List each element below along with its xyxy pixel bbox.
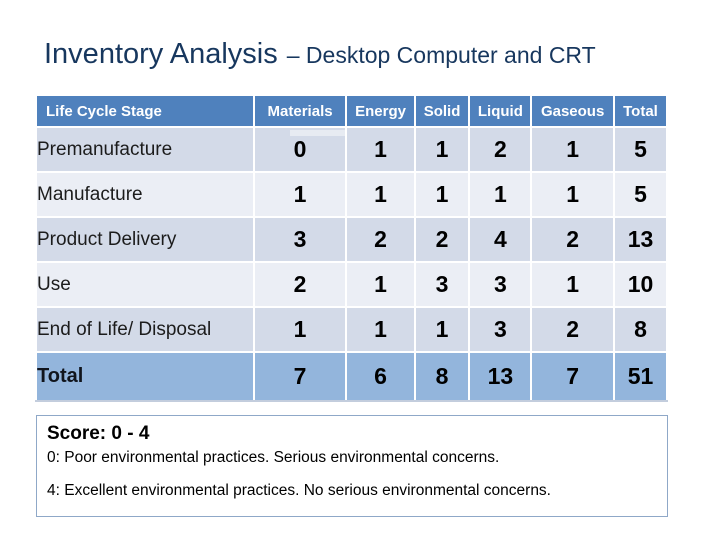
header-liquid: Liquid <box>468 94 533 128</box>
value-cell: 1 <box>345 261 416 308</box>
row-label-cell: Premanufacture <box>35 126 255 173</box>
total-value-cell: 7 <box>530 351 615 402</box>
total-value-cell: 51 <box>612 351 669 402</box>
value-cell: 1 <box>413 171 471 218</box>
table-row-product-delivery: Product Delivery 3 2 2 4 2 13 <box>35 216 669 263</box>
total-value-cell: 6 <box>345 351 416 402</box>
value-cell: 1 <box>413 306 471 353</box>
page-title-subtitle: – Desktop Computer and CRT <box>286 42 596 68</box>
value-cell: 2 <box>530 216 615 263</box>
value-cell: 1 <box>252 171 348 218</box>
value-cell: 2 <box>345 216 416 263</box>
value-cell: 1 <box>413 126 471 173</box>
row-label-cell: Manufacture <box>35 171 255 218</box>
score-title: Score: 0 - 4 <box>47 423 150 444</box>
table-row-premanufacture: Premanufacture 0 1 1 2 1 5 <box>35 126 669 173</box>
total-value-cell: 13 <box>468 351 533 402</box>
value-cell: 3 <box>468 306 533 353</box>
value-cell: 5 <box>612 171 669 218</box>
table-row-manufacture: Manufacture 1 1 1 1 1 5 <box>35 171 669 218</box>
value-cell: 1 <box>530 126 615 173</box>
row-label-cell: End of Life/ Disposal <box>35 306 255 353</box>
value-cell: 8 <box>612 306 669 353</box>
table-total-row: Total 7 6 8 13 7 51 <box>35 351 669 402</box>
table-header-row: Life Cycle Stage Materials Energy Solid … <box>35 94 669 128</box>
value-cell: 13 <box>612 216 669 263</box>
header-materials: Materials <box>252 94 348 128</box>
value-cell: 2 <box>468 126 533 173</box>
total-label-cell: Total <box>35 351 255 402</box>
value-cell: 2 <box>252 261 348 308</box>
value-cell: 5 <box>612 126 669 173</box>
value-cell: 10 <box>612 261 669 308</box>
value-cell: 1 <box>345 171 416 218</box>
value-cell: 3 <box>252 216 348 263</box>
score-line-poor: 0: Poor environmental practices. Serious… <box>47 449 500 466</box>
value-cell: 1 <box>530 171 615 218</box>
header-life-cycle-stage: Life Cycle Stage <box>35 94 255 128</box>
score-legend-box: Score: 0 - 4 0: Poor environmental pract… <box>36 415 668 517</box>
value-cell: 1 <box>530 261 615 308</box>
header-energy: Energy <box>345 94 416 128</box>
page-title-main: Inventory Analysis <box>44 38 278 70</box>
value-cell: 1 <box>252 306 348 353</box>
row-label-cell: Product Delivery <box>35 216 255 263</box>
value-cell: 2 <box>413 216 471 263</box>
highlight-artifact <box>290 130 345 136</box>
value-cell: 3 <box>413 261 471 308</box>
total-value-cell: 7 <box>252 351 348 402</box>
value-cell: 1 <box>468 171 533 218</box>
total-value-cell: 8 <box>413 351 471 402</box>
value-cell: 4 <box>468 216 533 263</box>
page-title: Inventory Analysis – Desktop Computer an… <box>44 38 596 71</box>
table-row-end-of-life: End of Life/ Disposal 1 1 1 3 2 8 <box>35 306 669 353</box>
table-row-use: Use 2 1 3 3 1 10 <box>35 261 669 308</box>
header-total: Total <box>612 94 669 128</box>
score-line-excellent: 4: Excellent environmental practices. No… <box>47 482 551 499</box>
value-cell: 2 <box>530 306 615 353</box>
header-gaseous: Gaseous <box>530 94 615 128</box>
inventory-table: Life Cycle Stage Materials Energy Solid … <box>35 94 669 402</box>
value-cell: 1 <box>345 306 416 353</box>
header-solid: Solid <box>413 94 471 128</box>
value-cell: 3 <box>468 261 533 308</box>
row-label-cell: Use <box>35 261 255 308</box>
value-cell: 1 <box>345 126 416 173</box>
